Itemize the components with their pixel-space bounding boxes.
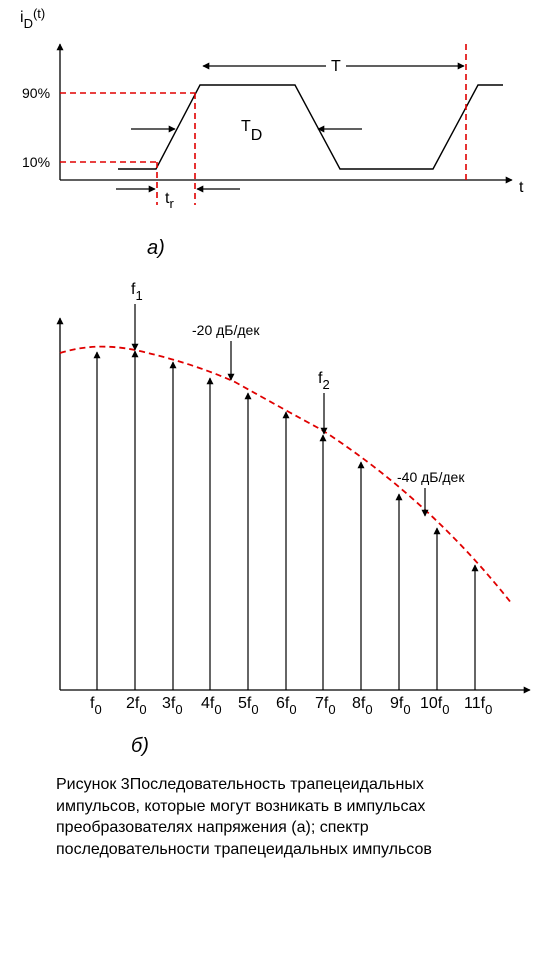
caption-line: последовательности трапецеидальных импул…: [56, 840, 432, 858]
panel-b-caption: б): [131, 735, 149, 757]
harmonic-labels: f0 2f0 3f0 4f0 5f0 6f0 7f0 8f0 9f0 10f0 11f0: [90, 695, 492, 717]
harmonic-label: 6f0: [276, 695, 297, 717]
panel-a-x-label: t: [519, 179, 524, 196]
panel-b: f0 2f0 3f0 4f0 5f0 6f0 7f0 8f0 9f0 10f0 11f0 f1 -2…: [56, 281, 531, 757]
slope-40-label: -40 дБ/дек: [397, 469, 465, 485]
figure-caption: Рисунок 3Последовательность трапецеидаль…: [56, 774, 526, 860]
level-90-label: 90%: [22, 85, 50, 101]
caption-line: Рисунок 3Последовательность трапецеидаль…: [56, 776, 424, 793]
harmonic-label: f0: [90, 695, 102, 717]
f1-label: f1: [131, 281, 143, 303]
duration-label: TD: [241, 118, 262, 144]
level-10-label: 10%: [22, 154, 50, 170]
f2-label: f2: [318, 370, 330, 392]
panel-a: iD(t) t 90% 10% T TD tr а): [20, 6, 524, 259]
panel-a-y-label: iD(t): [20, 6, 45, 31]
period-label: T: [331, 58, 341, 75]
trapezoid-waveform: [118, 84, 503, 170]
harmonic-label: 4f0: [201, 695, 222, 717]
guide-lines: [60, 44, 467, 205]
harmonic-label: 8f0: [352, 695, 373, 717]
harmonic-label: 2f0: [126, 695, 147, 717]
figure-diagram: iD(t) t 90% 10% T TD tr а): [20, 6, 531, 757]
caption-line: преобразователях напряжения (а); спектр: [56, 819, 369, 836]
rise-label: tr: [165, 190, 174, 211]
harmonic-label: 9f0: [390, 695, 411, 717]
caption-line: импульсов, которые могут возникать в имп…: [56, 797, 426, 815]
harmonic-label: 11f0: [464, 695, 492, 717]
harmonic-label: 7f0: [315, 695, 336, 717]
harmonic-label: 10f0: [420, 695, 449, 717]
harmonic-label: 3f0: [162, 695, 183, 717]
harmonic-label: 5f0: [238, 695, 259, 717]
harmonic-lines: [93, 350, 479, 690]
slope-20-label: -20 дБ/дек: [192, 322, 260, 338]
panel-a-caption: а): [147, 237, 165, 259]
